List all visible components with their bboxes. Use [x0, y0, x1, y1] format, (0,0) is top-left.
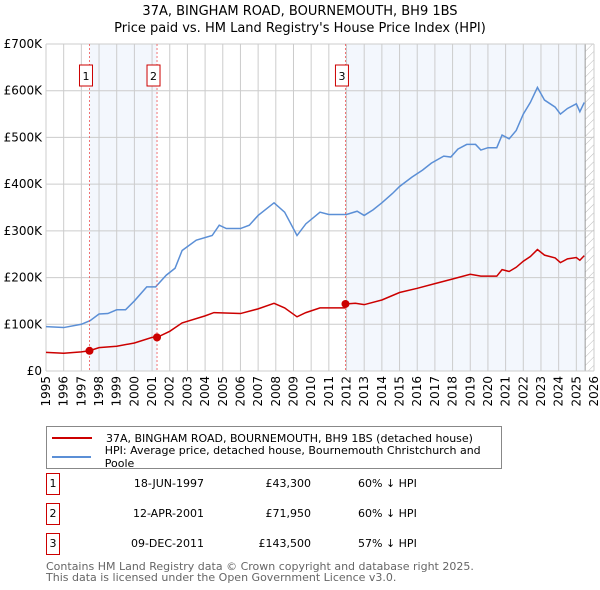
legend-swatch	[52, 437, 92, 439]
x-tick-label: 2021	[499, 376, 513, 407]
x-tick-label: 2018	[446, 376, 460, 407]
x-tick-label: 2003	[180, 376, 194, 407]
x-tick-label: 2012	[340, 376, 354, 407]
y-tick-label: £300K	[4, 224, 44, 238]
sale-date: 09-DEC-2011	[130, 537, 204, 550]
sale-marker-box	[78, 64, 93, 87]
x-tick-label: 2022	[516, 376, 530, 407]
chart: 1995 1996 1997 1998 1999 2000 2001 2002 2003 2004…	[4, 37, 600, 407]
x-tick-label: 2020	[481, 376, 495, 407]
x-tick-label: 2011	[322, 376, 336, 407]
x-tick-label: 2001	[145, 376, 159, 407]
x-tick-label: 2024	[552, 376, 566, 407]
sale-marker-label: 3	[338, 70, 345, 83]
sale-price: £143,500	[258, 537, 312, 550]
legend-item-hpi: HPI: Average price, detached house, Bour…	[47, 444, 501, 470]
x-tick-label: 2005	[216, 376, 230, 407]
sale-number: 3	[46, 533, 60, 555]
x-tick-label: 2013	[357, 376, 371, 407]
sale-point	[341, 299, 350, 308]
x-tick-label: 2006	[233, 376, 247, 407]
x-tick-label: 2016	[410, 376, 424, 407]
sale-hpi-diff: 60% ↓ HPI	[358, 507, 417, 520]
x-tick-label: 2025	[569, 376, 583, 407]
footer-licence: This data is licensed under the Open Gov…	[46, 571, 397, 584]
sale-date: 18-JUN-1997	[133, 477, 204, 490]
x-tick-label: 2026	[587, 376, 600, 407]
y-tick-label: £0	[27, 364, 42, 378]
shaded-period	[345, 44, 586, 371]
x-tick-label: 2002	[163, 376, 177, 407]
legend: 37A, BINGHAM ROAD, BOURNEMOUTH, BH9 1BS …	[46, 426, 502, 470]
x-tick-label: 1997	[74, 376, 88, 407]
legend-item-property: 37A, BINGHAM ROAD, BOURNEMOUTH, BH9 1BS …	[47, 429, 473, 447]
shaded-period	[89, 44, 158, 371]
y-tick-label: £200K	[4, 271, 44, 285]
x-tick-label: 2015	[393, 376, 407, 407]
forecast-hatch	[585, 44, 594, 371]
y-tick-label: £100K	[4, 317, 44, 331]
sale-point	[153, 333, 162, 342]
x-tick-label: 2017	[428, 376, 442, 407]
sale-marker-label: 2	[150, 70, 157, 83]
x-tick-label: 2004	[198, 376, 212, 407]
x-tick-label: 2014	[375, 376, 389, 407]
sale-point	[85, 346, 94, 355]
x-tick-label: 1998	[92, 376, 106, 407]
sale-number: 1	[46, 473, 60, 495]
legend-label: 37A, BINGHAM ROAD, BOURNEMOUTH, BH9 1BS …	[106, 431, 473, 445]
x-tick-label: 2007	[251, 376, 265, 407]
x-tick-label: 1995	[39, 376, 53, 407]
x-tick-label: 2008	[269, 376, 283, 407]
sale-marker-box	[146, 64, 161, 87]
sale-price: £71,950	[265, 507, 312, 520]
sale-hpi-diff: 57% ↓ HPI	[358, 537, 417, 550]
x-tick-label: 1996	[57, 376, 71, 407]
x-tick-label: 2023	[534, 376, 548, 407]
y-tick-label: £400K	[4, 177, 44, 191]
x-tick-label: 2010	[304, 376, 318, 407]
x-tick-label: 2000	[127, 376, 141, 407]
sale-marker-box	[334, 64, 349, 87]
footer-copyright: Contains HM Land Registry data © Crown c…	[46, 560, 474, 573]
y-tick-label: £600K	[4, 84, 44, 98]
y-tick-label: £700K	[4, 37, 44, 51]
sale-date: 12-APR-2001	[132, 507, 204, 520]
sale-hpi-diff: 60% ↓ HPI	[358, 477, 417, 490]
legend-label: HPI: Average price, detached house, Bour…	[104, 444, 481, 470]
x-tick-label: 2009	[286, 376, 300, 407]
chart-subtitle: Price paid vs. HM Land Registry's House …	[114, 21, 486, 36]
legend-swatch	[52, 456, 91, 458]
chart-title: 37A, BINGHAM ROAD, BOURNEMOUTH, BH9 1BS	[142, 4, 458, 19]
sale-price: £43,300	[265, 477, 312, 490]
sale-number: 2	[46, 503, 60, 525]
x-tick-label: 1999	[110, 376, 124, 407]
x-tick-label: 2019	[463, 376, 477, 407]
sale-marker-label: 1	[82, 70, 89, 83]
series-line	[45, 85, 585, 329]
y-tick-label: £500K	[4, 130, 44, 144]
